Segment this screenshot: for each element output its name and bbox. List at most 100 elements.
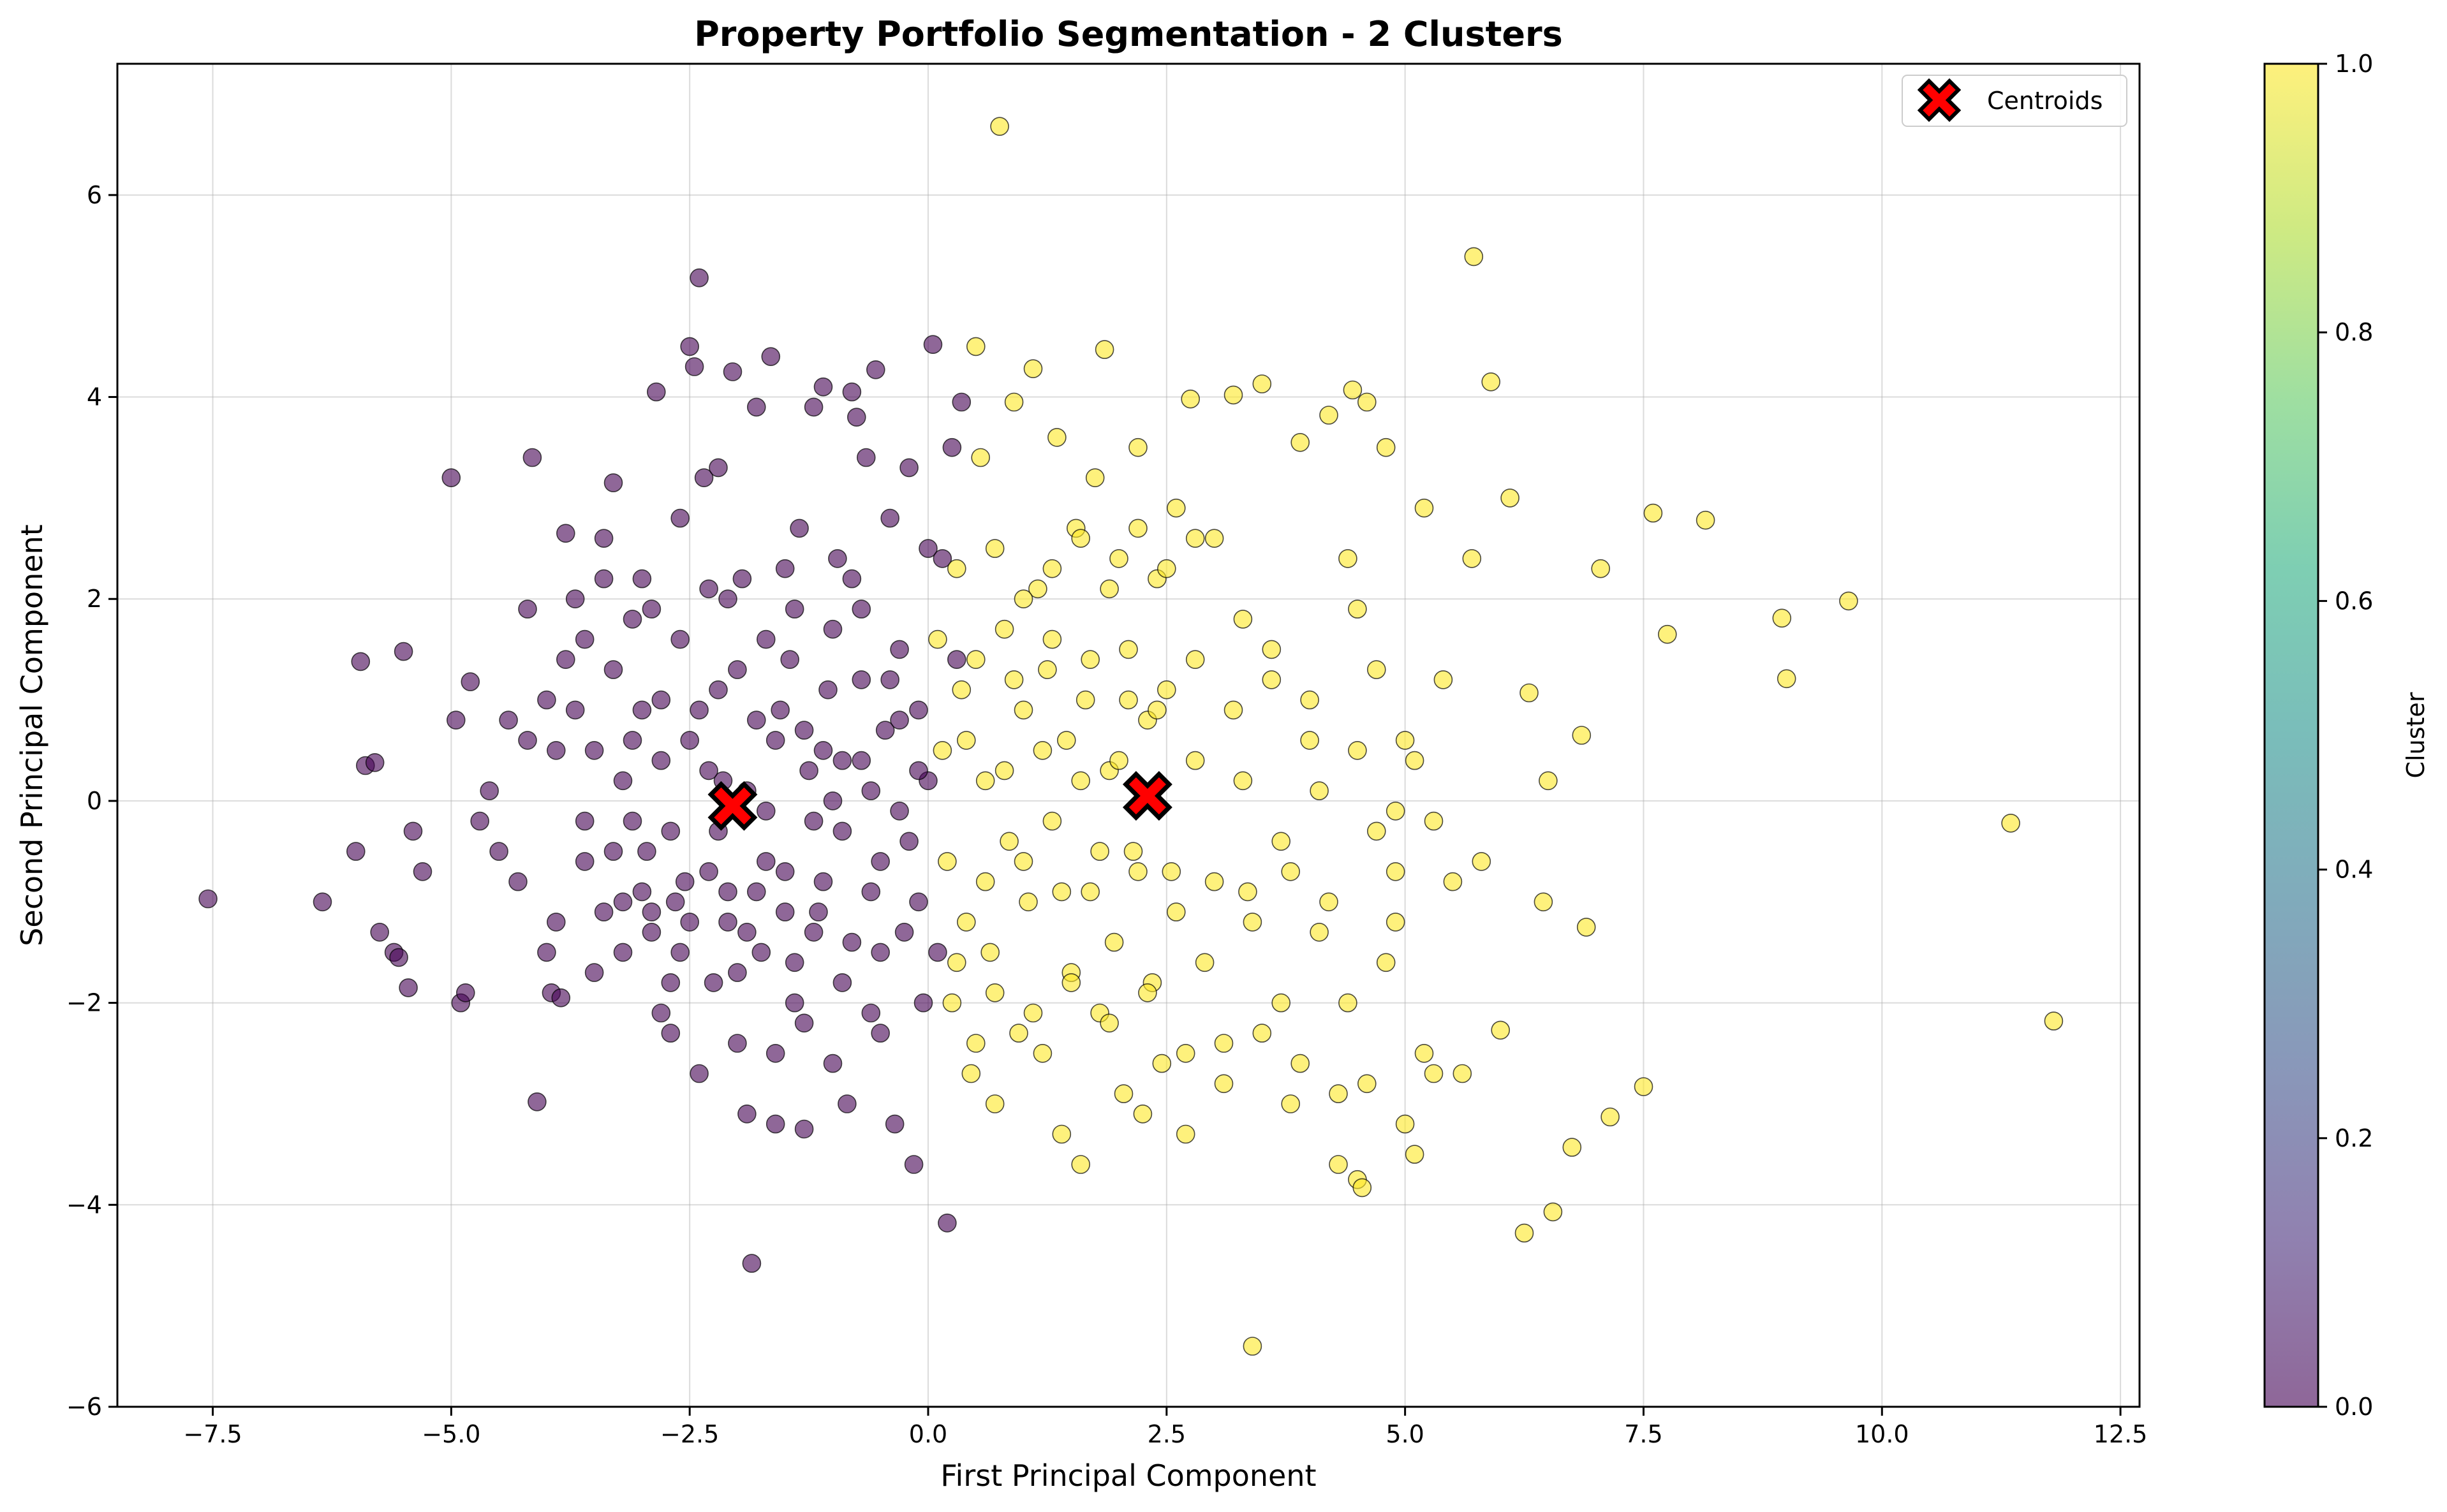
cluster-0-point <box>832 821 852 841</box>
cluster-1-point <box>1214 1074 1234 1094</box>
cluster-0-point <box>394 642 413 661</box>
cluster-1-point <box>1386 862 1405 881</box>
cluster-0-point <box>637 842 656 861</box>
cluster-0-point <box>351 652 371 672</box>
cluster-1-point <box>1081 650 1100 669</box>
legend: Centroids <box>1902 75 2127 127</box>
cluster-1-point <box>1133 1105 1153 1124</box>
y-tick-label: 2 <box>87 585 102 613</box>
cluster-1-point <box>1123 842 1143 861</box>
cluster-0-point <box>832 751 852 770</box>
cluster-0-point <box>690 1064 709 1083</box>
centroid-markers <box>707 771 1172 831</box>
cluster-0-point <box>413 862 432 881</box>
cluster-1-point <box>1839 591 1858 611</box>
colorbar-tick-label: 0.4 <box>2335 856 2373 884</box>
cluster-0-point <box>313 892 332 912</box>
cluster-0-point <box>842 569 862 589</box>
cluster-1-point <box>1343 380 1363 400</box>
cluster-0-point <box>594 902 614 921</box>
cluster-1-point <box>1109 549 1128 568</box>
cluster-0-point <box>765 1114 785 1134</box>
cluster-1-point <box>1033 1044 1053 1063</box>
cluster-0-point <box>399 978 418 997</box>
cluster-1-point <box>1262 670 1282 689</box>
cluster-1-point <box>1543 1202 1563 1222</box>
cluster-1-point <box>985 983 1005 1002</box>
cluster-1-point <box>1348 741 1367 760</box>
cluster-1-point <box>1281 862 1300 881</box>
cluster-1-point <box>1352 1178 1372 1198</box>
cluster-0-point <box>565 589 585 609</box>
cluster-1-point <box>1376 953 1396 973</box>
cluster-0-point <box>861 781 881 800</box>
cluster-0-point <box>718 882 737 902</box>
cluster-0-point <box>832 973 852 992</box>
cluster-1-point <box>1176 1124 1195 1144</box>
legend-centroid-marker <box>1917 78 1962 122</box>
cluster-0-point <box>556 524 575 543</box>
cluster-0-point <box>761 347 781 367</box>
cluster-0-point <box>403 821 423 841</box>
cluster-1-point <box>1271 832 1290 851</box>
x-axis-ticks: −7.5 −5.0 −2.5 0.0 2.5 5.0 7.5 10.0 12.5 <box>183 1407 2147 1448</box>
cluster-1-point <box>1152 1053 1172 1073</box>
cluster-0-point <box>785 599 804 619</box>
cluster-1-point <box>1481 372 1500 392</box>
cluster-0-point <box>804 811 824 831</box>
colorbar-ticks: 0.0 0.2 0.4 0.6 0.8 1.0 <box>2318 50 2373 1421</box>
cluster-0-point <box>670 508 690 528</box>
cluster-1-point <box>1290 1053 1310 1073</box>
cluster-1-point <box>971 448 990 467</box>
cluster-1-point <box>1539 771 1558 791</box>
x-tick-label: −2.5 <box>660 1420 719 1448</box>
cluster-0-point <box>680 337 699 356</box>
cluster-1-point <box>1300 731 1319 750</box>
cluster-0-point <box>947 650 966 669</box>
cluster-0-point <box>613 771 633 791</box>
cluster-1-point <box>1014 589 1033 609</box>
cluster-1-point <box>1028 579 1047 599</box>
cluster-1-point <box>966 650 986 669</box>
cluster-0-point <box>899 832 919 851</box>
cluster-1-point <box>1047 428 1067 447</box>
cluster-0-point <box>852 670 871 689</box>
cluster-0-point <box>198 889 218 909</box>
colorbar-tick-label: 0.0 <box>2335 1393 2373 1421</box>
cluster-1-point <box>1052 1124 1072 1144</box>
cluster-1-point <box>1119 690 1138 710</box>
cluster-0-point <box>699 761 718 781</box>
cluster-1-point <box>1534 892 1553 912</box>
cluster-0-point <box>861 1003 881 1023</box>
cluster-1-point <box>975 771 995 791</box>
x-tick-label: 10.0 <box>1855 1420 1909 1448</box>
cluster-1-point <box>1061 973 1081 992</box>
cluster-0-point <box>670 629 690 649</box>
cluster-1-point <box>1128 862 1148 881</box>
centroid-x-marker <box>1122 771 1172 821</box>
cluster-1-point <box>1634 1077 1653 1096</box>
cluster-1-point <box>1414 1044 1434 1063</box>
x-tick-label: 12.5 <box>2094 1420 2148 1448</box>
cluster-0-point <box>518 599 537 619</box>
cluster-1-point <box>2044 1011 2064 1031</box>
cluster-0-point <box>675 872 695 892</box>
cluster-0-point <box>904 1155 924 1174</box>
cluster-0-point <box>799 761 818 781</box>
cluster-1-point <box>2001 814 2020 833</box>
cluster-0-point <box>909 761 928 781</box>
cluster-0-point <box>575 629 595 649</box>
cluster-1-point <box>1696 510 1715 530</box>
cluster-0-point <box>775 902 795 921</box>
cluster-1-point <box>994 761 1014 781</box>
cluster-1-point <box>947 559 966 578</box>
cluster-0-point <box>952 392 972 412</box>
x-tick-label: 2.5 <box>1148 1420 1186 1448</box>
cluster-0-point <box>594 529 614 548</box>
cluster-0-point <box>661 1024 681 1043</box>
cluster-1-point <box>1033 741 1053 760</box>
cluster-0-point <box>871 1024 890 1043</box>
cluster-0-point <box>647 382 666 402</box>
